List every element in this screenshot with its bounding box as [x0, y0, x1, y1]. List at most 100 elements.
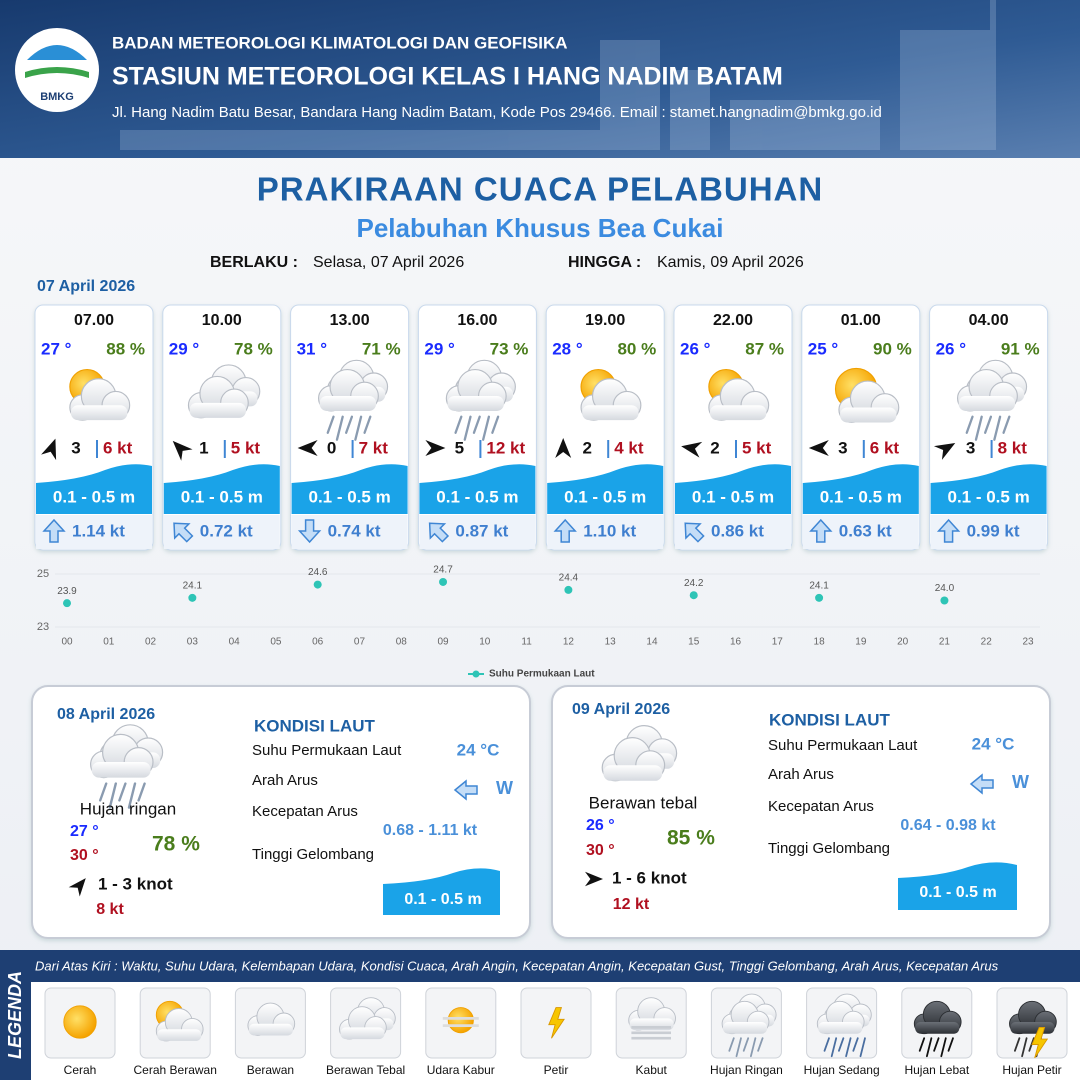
cloud-part	[447, 396, 504, 411]
air-temperature: 28 °	[552, 339, 583, 358]
header-banner	[0, 0, 1080, 158]
page-title: PRAKIRAAN CUACA PELABUHAN	[257, 171, 823, 208]
legend-title: LEGENDA	[5, 971, 25, 1059]
x-tick-label: 07	[354, 637, 366, 648]
wind-direction-arrow	[808, 440, 829, 456]
legend-band	[0, 950, 1080, 982]
current-direction-arrow	[297, 519, 322, 544]
data-point	[815, 593, 824, 602]
current-speed: 0.68 - 1.11 kt	[383, 822, 478, 839]
sea-surface-temperature: 24 °C	[457, 740, 500, 759]
weather-icon	[155, 1000, 204, 1042]
x-tick-label: 12	[563, 637, 575, 648]
wind-speed: 3	[71, 438, 80, 457]
rain	[335, 415, 344, 441]
weather-icon	[445, 359, 516, 441]
card-time: 22.00	[713, 312, 753, 329]
wave-shape	[675, 464, 791, 514]
weather-icon	[956, 359, 1028, 441]
gust-speed: 8 kt	[96, 901, 124, 918]
humidity: 87 %	[745, 339, 784, 358]
data-point	[188, 593, 197, 602]
rain	[918, 1037, 926, 1052]
legend-item-label: Berawan	[247, 1063, 294, 1077]
cloud	[913, 1000, 962, 1035]
rain	[472, 415, 481, 434]
gust-speed: 7 kt	[359, 438, 389, 457]
rain	[1002, 415, 1011, 434]
legend-description: Dari Atas Kiri : Waktu, Suhu Udara, Kele…	[35, 958, 999, 973]
weather-condition: Hujan ringan	[80, 799, 176, 818]
cloud	[708, 378, 770, 421]
rain	[837, 1037, 845, 1052]
x-tick-label: 08	[396, 637, 408, 648]
current-direction-arrow	[428, 522, 450, 543]
rain	[735, 1037, 742, 1058]
weather-condition: Berawan tebal	[589, 793, 698, 812]
wave-shape	[163, 464, 280, 514]
gust-speed: 12 kt	[486, 438, 525, 457]
y-tick-label: 23	[37, 621, 49, 633]
data-label: 24.2	[684, 578, 704, 589]
cloud-part	[818, 1022, 863, 1034]
station-address: Jl. Hang Nadim Batu Besar, Bandara Hang …	[112, 104, 882, 121]
gust-speed: 12 kt	[613, 896, 650, 913]
current-speed: 1.10 kt	[583, 521, 636, 540]
wind-speed: 5	[455, 438, 464, 457]
cloud	[69, 378, 131, 421]
current-direction-arrow	[684, 522, 705, 543]
cloud	[445, 368, 507, 412]
rain	[98, 782, 108, 802]
x-tick-label: 20	[897, 637, 909, 648]
rain	[454, 415, 463, 434]
current-speed: 0.99 kt	[967, 521, 1020, 540]
card-time: 04.00	[969, 312, 1009, 329]
cloud-part	[340, 1027, 385, 1040]
x-tick-label: 03	[187, 637, 199, 648]
lightning	[548, 1007, 565, 1039]
air-temperature: 26 °	[936, 339, 967, 358]
current-speed: 0.74 kt	[328, 521, 381, 540]
data-point	[689, 591, 698, 600]
current-direction-arrow	[809, 518, 833, 543]
wave-shape	[383, 868, 500, 915]
cloud-part	[91, 762, 151, 778]
legend-item-label: Kabut	[636, 1063, 668, 1077]
wave-height: 0.1 - 0.5 m	[820, 487, 902, 506]
wind-direction-arrow	[933, 443, 956, 460]
air-temperature: 25 °	[808, 339, 839, 358]
wind-direction-arrow	[425, 440, 446, 456]
cloud	[187, 375, 249, 419]
rain	[823, 1037, 830, 1052]
valid-from-label: BERLAKU :	[210, 254, 298, 271]
rain	[859, 1037, 866, 1058]
data-label: 24.7	[433, 565, 453, 576]
weather-icon	[1009, 1000, 1057, 1059]
sea-label: Tinggi Gelombang	[252, 846, 374, 863]
wave-shape	[419, 464, 536, 514]
x-tick-label: 00	[61, 637, 73, 648]
weather-icon	[63, 1005, 97, 1039]
wave-height: 0.1 - 0.5 m	[564, 487, 646, 506]
cloud	[601, 736, 666, 782]
weather-icon	[187, 364, 261, 419]
x-tick-label: 05	[270, 637, 282, 648]
x-tick-label: 14	[646, 637, 658, 648]
card-time: 16.00	[457, 312, 497, 329]
legend-item-label: Hujan Sedang	[804, 1063, 880, 1077]
cloud-part	[71, 405, 128, 421]
data-label: 24.1	[183, 580, 203, 591]
current-speed: 1.14 kt	[72, 521, 125, 540]
cloud	[339, 1006, 387, 1040]
x-tick-label: 23	[1022, 637, 1034, 648]
cloud	[816, 1000, 865, 1035]
sea-condition-title: KONDISI LAUT	[769, 710, 891, 729]
gust-speed: 6 kt	[103, 438, 133, 457]
logo-mark	[27, 45, 87, 60]
current-direction-arrow	[936, 518, 961, 543]
current-speed: 0.63 kt	[839, 521, 892, 540]
data-point	[63, 599, 71, 608]
temperature-min: 27 °	[70, 823, 99, 840]
cloud-part	[710, 405, 767, 421]
sea-label: Kecepatan Arus	[252, 803, 358, 820]
